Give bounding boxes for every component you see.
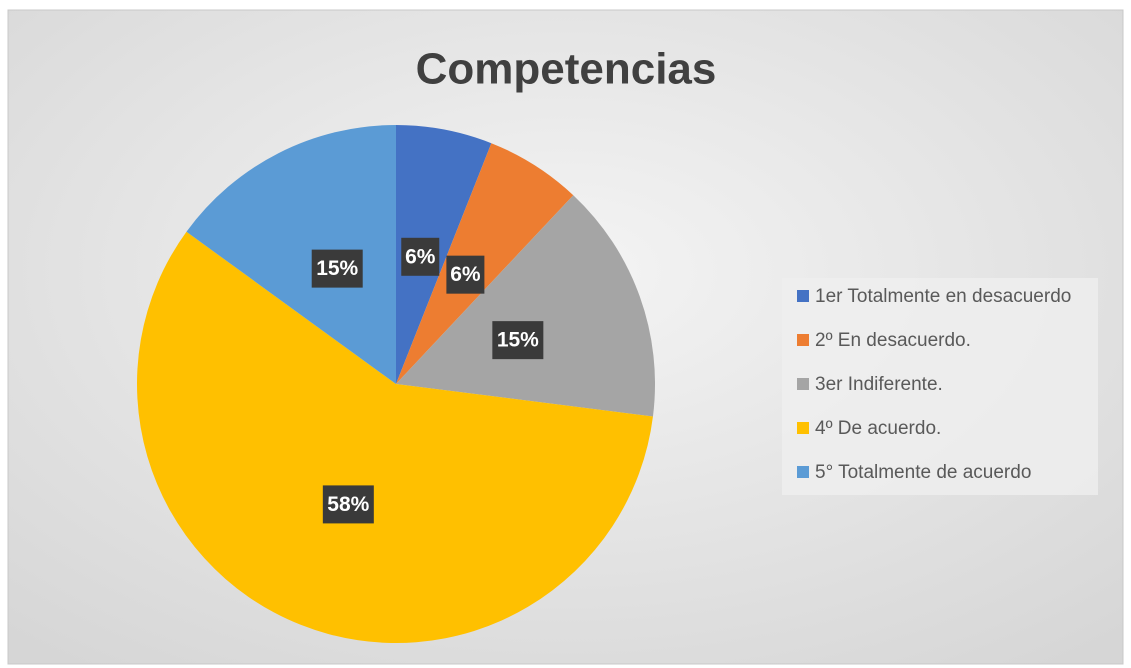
pie-slice: [136, 231, 653, 644]
legend-label: 1er Totalmente en desacuerdo: [815, 286, 1071, 307]
legend-swatch: [797, 466, 809, 478]
legend-swatch: [797, 334, 809, 346]
data-label-box: [322, 485, 374, 524]
pie-slice: [186, 125, 396, 384]
legend-box: [782, 278, 1098, 495]
pie-slice: [396, 143, 574, 384]
data-label: 6%: [450, 263, 481, 286]
data-label: 15%: [497, 329, 539, 352]
legend-label: 4º De acuerdo.: [815, 418, 941, 439]
chart-title: Competencias: [416, 45, 717, 94]
legend-swatch: [797, 378, 809, 390]
pie-slice: [396, 125, 492, 384]
data-label-box: [311, 249, 363, 288]
data-label-box: [401, 237, 440, 276]
data-label-box: [446, 255, 485, 294]
legend-label: 5° Totalmente de acuerdo: [815, 462, 1031, 483]
legend-swatch: [797, 422, 809, 434]
legend-label: 3er Indiferente.: [815, 374, 943, 395]
legend-label: 2º En desacuerdo.: [815, 330, 971, 351]
data-label: 58%: [327, 493, 369, 516]
legend-swatch: [797, 290, 809, 302]
data-label-box: [492, 321, 544, 360]
data-label: 15%: [316, 257, 358, 280]
pie-slice: [396, 195, 655, 417]
data-label: 6%: [405, 245, 436, 268]
